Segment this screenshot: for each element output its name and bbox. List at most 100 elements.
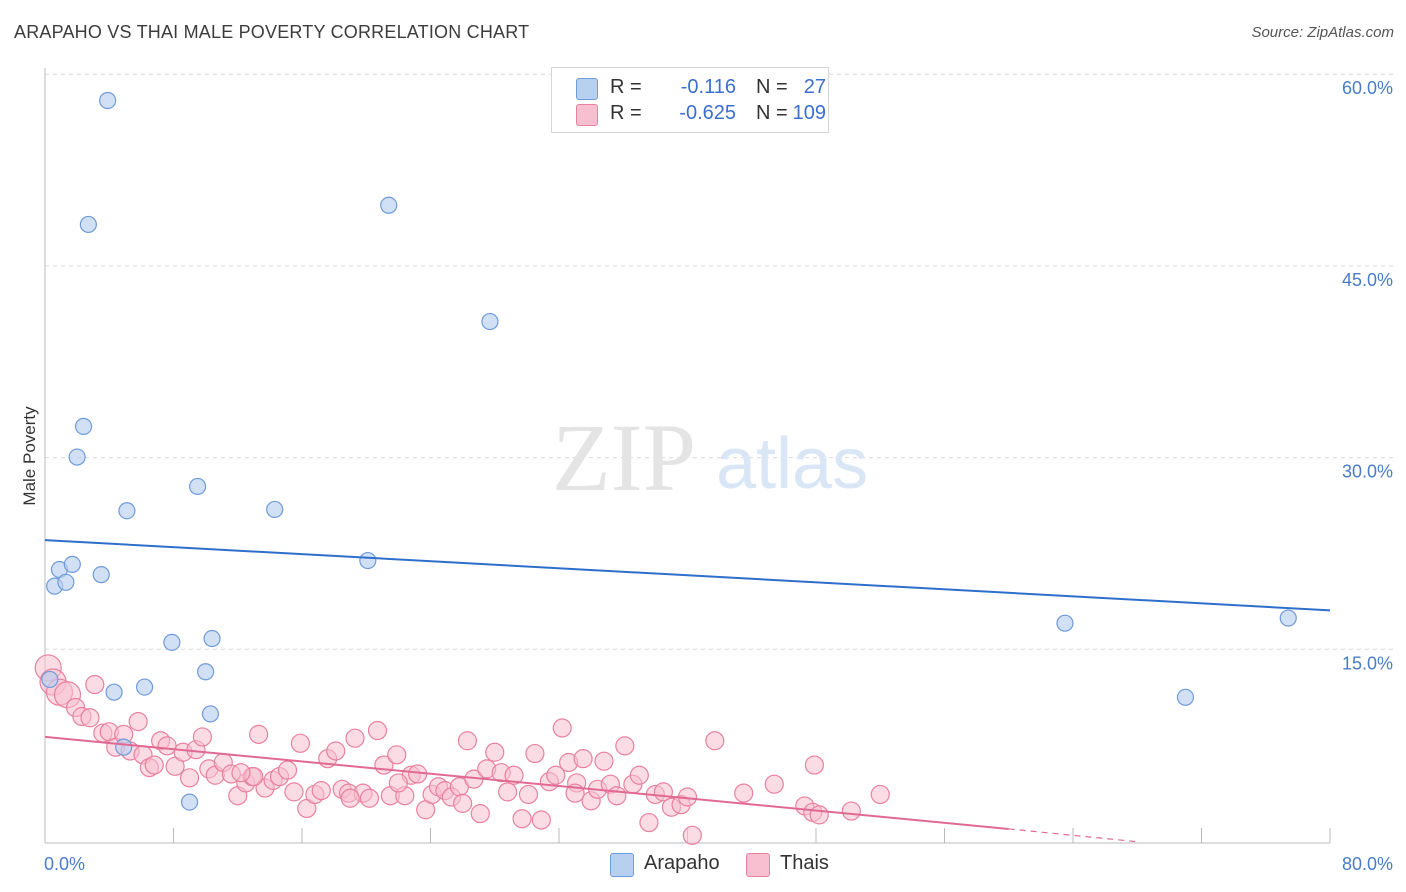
- thai-point: [157, 736, 177, 756]
- arapaho-point: [188, 477, 207, 496]
- arapaho-point: [481, 312, 499, 331]
- thai-point: [311, 781, 331, 801]
- thai-point: [498, 782, 518, 802]
- thai-point: [809, 805, 829, 825]
- arapaho-point: [41, 670, 59, 689]
- thai-point: [639, 812, 659, 833]
- thai-point: [128, 711, 148, 732]
- y-tick-label: 60.0%: [1342, 78, 1393, 98]
- thai-point: [277, 760, 298, 780]
- y-tick-label: 45.0%: [1342, 270, 1393, 290]
- watermark-zip: ZIP: [552, 404, 696, 511]
- thai-trend-line: [44, 735, 1009, 830]
- arapaho-point: [180, 793, 199, 811]
- arapaho-legend-swatch: [610, 853, 634, 877]
- correlation-legend: R = -0.116 N = 27 R = -0.625 N = 109: [551, 67, 829, 133]
- arapaho-point: [203, 629, 221, 648]
- arapaho-point: [1056, 614, 1074, 632]
- thai-point: [359, 788, 380, 808]
- thai-point: [326, 741, 346, 761]
- chart-title: ARAPAHO VS THAI MALE POVERTY CORRELATION…: [14, 22, 530, 42]
- arapaho-point: [92, 566, 110, 584]
- thai-point: [85, 674, 105, 695]
- thai-point: [531, 810, 551, 830]
- y-tick-label: 30.0%: [1342, 462, 1393, 482]
- thai-legend-swatch: [746, 853, 770, 877]
- thai-point: [284, 782, 304, 802]
- thai-point: [345, 728, 365, 748]
- y-axis-label: Male Poverty: [20, 406, 39, 506]
- arapaho-points: [41, 91, 1297, 811]
- thai-point: [525, 743, 545, 764]
- n-value: 27: [803, 76, 826, 98]
- thai-point: [453, 793, 473, 813]
- thai-point: [734, 783, 754, 803]
- thai-point: [80, 708, 100, 728]
- thai-legend-label: Thais: [780, 852, 829, 874]
- thai-point: [804, 755, 824, 775]
- thai-point: [388, 773, 408, 793]
- thai-point: [457, 731, 478, 751]
- arapaho-point: [105, 683, 123, 701]
- arapaho-point: [380, 196, 398, 214]
- thai-point: [387, 745, 407, 765]
- thai-point: [340, 788, 360, 808]
- watermark: ZIP atlas: [552, 404, 868, 511]
- thai-point: [870, 784, 890, 805]
- arapaho-point: [163, 633, 181, 651]
- thai-point: [367, 720, 388, 741]
- thai-point: [629, 765, 649, 785]
- thai-point: [504, 765, 524, 785]
- thai-point: [552, 718, 572, 738]
- thai-point: [546, 765, 566, 785]
- arapaho-point: [74, 417, 93, 435]
- thai-point: [192, 727, 213, 747]
- arapaho-point: [68, 448, 86, 466]
- arapaho-point: [197, 663, 215, 681]
- source-credit: Source: ZipAtlas.com: [1251, 24, 1394, 41]
- thai-point: [594, 751, 614, 771]
- arapaho-point: [1176, 688, 1195, 706]
- arapaho-point: [79, 215, 97, 234]
- arapaho-point: [135, 678, 154, 696]
- thai-point: [607, 786, 627, 806]
- r-label: R =: [610, 76, 642, 98]
- arapaho-point: [63, 555, 81, 573]
- thai-point: [470, 804, 490, 824]
- thai-point: [518, 784, 539, 805]
- thai-point: [485, 742, 505, 762]
- thai-point: [615, 736, 635, 756]
- arapaho-swatch: [576, 78, 598, 100]
- arapaho-point: [99, 91, 117, 110]
- watermark-atlas: atlas: [716, 424, 868, 504]
- arapaho-point: [57, 573, 75, 591]
- thai-points: [34, 654, 890, 845]
- thai-point: [841, 801, 861, 821]
- arapaho-legend-label: Arapaho: [644, 852, 720, 874]
- trend-lines: [44, 539, 1331, 843]
- thai-swatch: [576, 104, 598, 126]
- thai-point: [705, 731, 725, 751]
- n-label: N =: [756, 102, 788, 124]
- arapaho-point: [115, 738, 133, 756]
- n-label: N =: [756, 76, 788, 98]
- arapaho-point: [118, 502, 136, 520]
- y-tick-label: 15.0%: [1342, 653, 1393, 673]
- thai-point: [512, 809, 532, 829]
- arapaho-point: [266, 500, 284, 519]
- thai-point: [179, 768, 200, 788]
- n-value: 109: [792, 102, 826, 124]
- x-tick-label: 0.0%: [44, 854, 85, 874]
- grid-lines: [45, 73, 1395, 650]
- arapaho-point: [359, 551, 377, 570]
- r-value: -0.625: [679, 102, 736, 124]
- thai-point: [573, 749, 593, 769]
- r-value: -0.116: [680, 76, 736, 98]
- arapaho-point: [1279, 609, 1297, 627]
- thai-point: [290, 733, 310, 753]
- thai-point: [682, 825, 702, 845]
- thai-point: [249, 724, 269, 744]
- r-label: R =: [610, 102, 642, 124]
- arapaho-point: [201, 705, 220, 723]
